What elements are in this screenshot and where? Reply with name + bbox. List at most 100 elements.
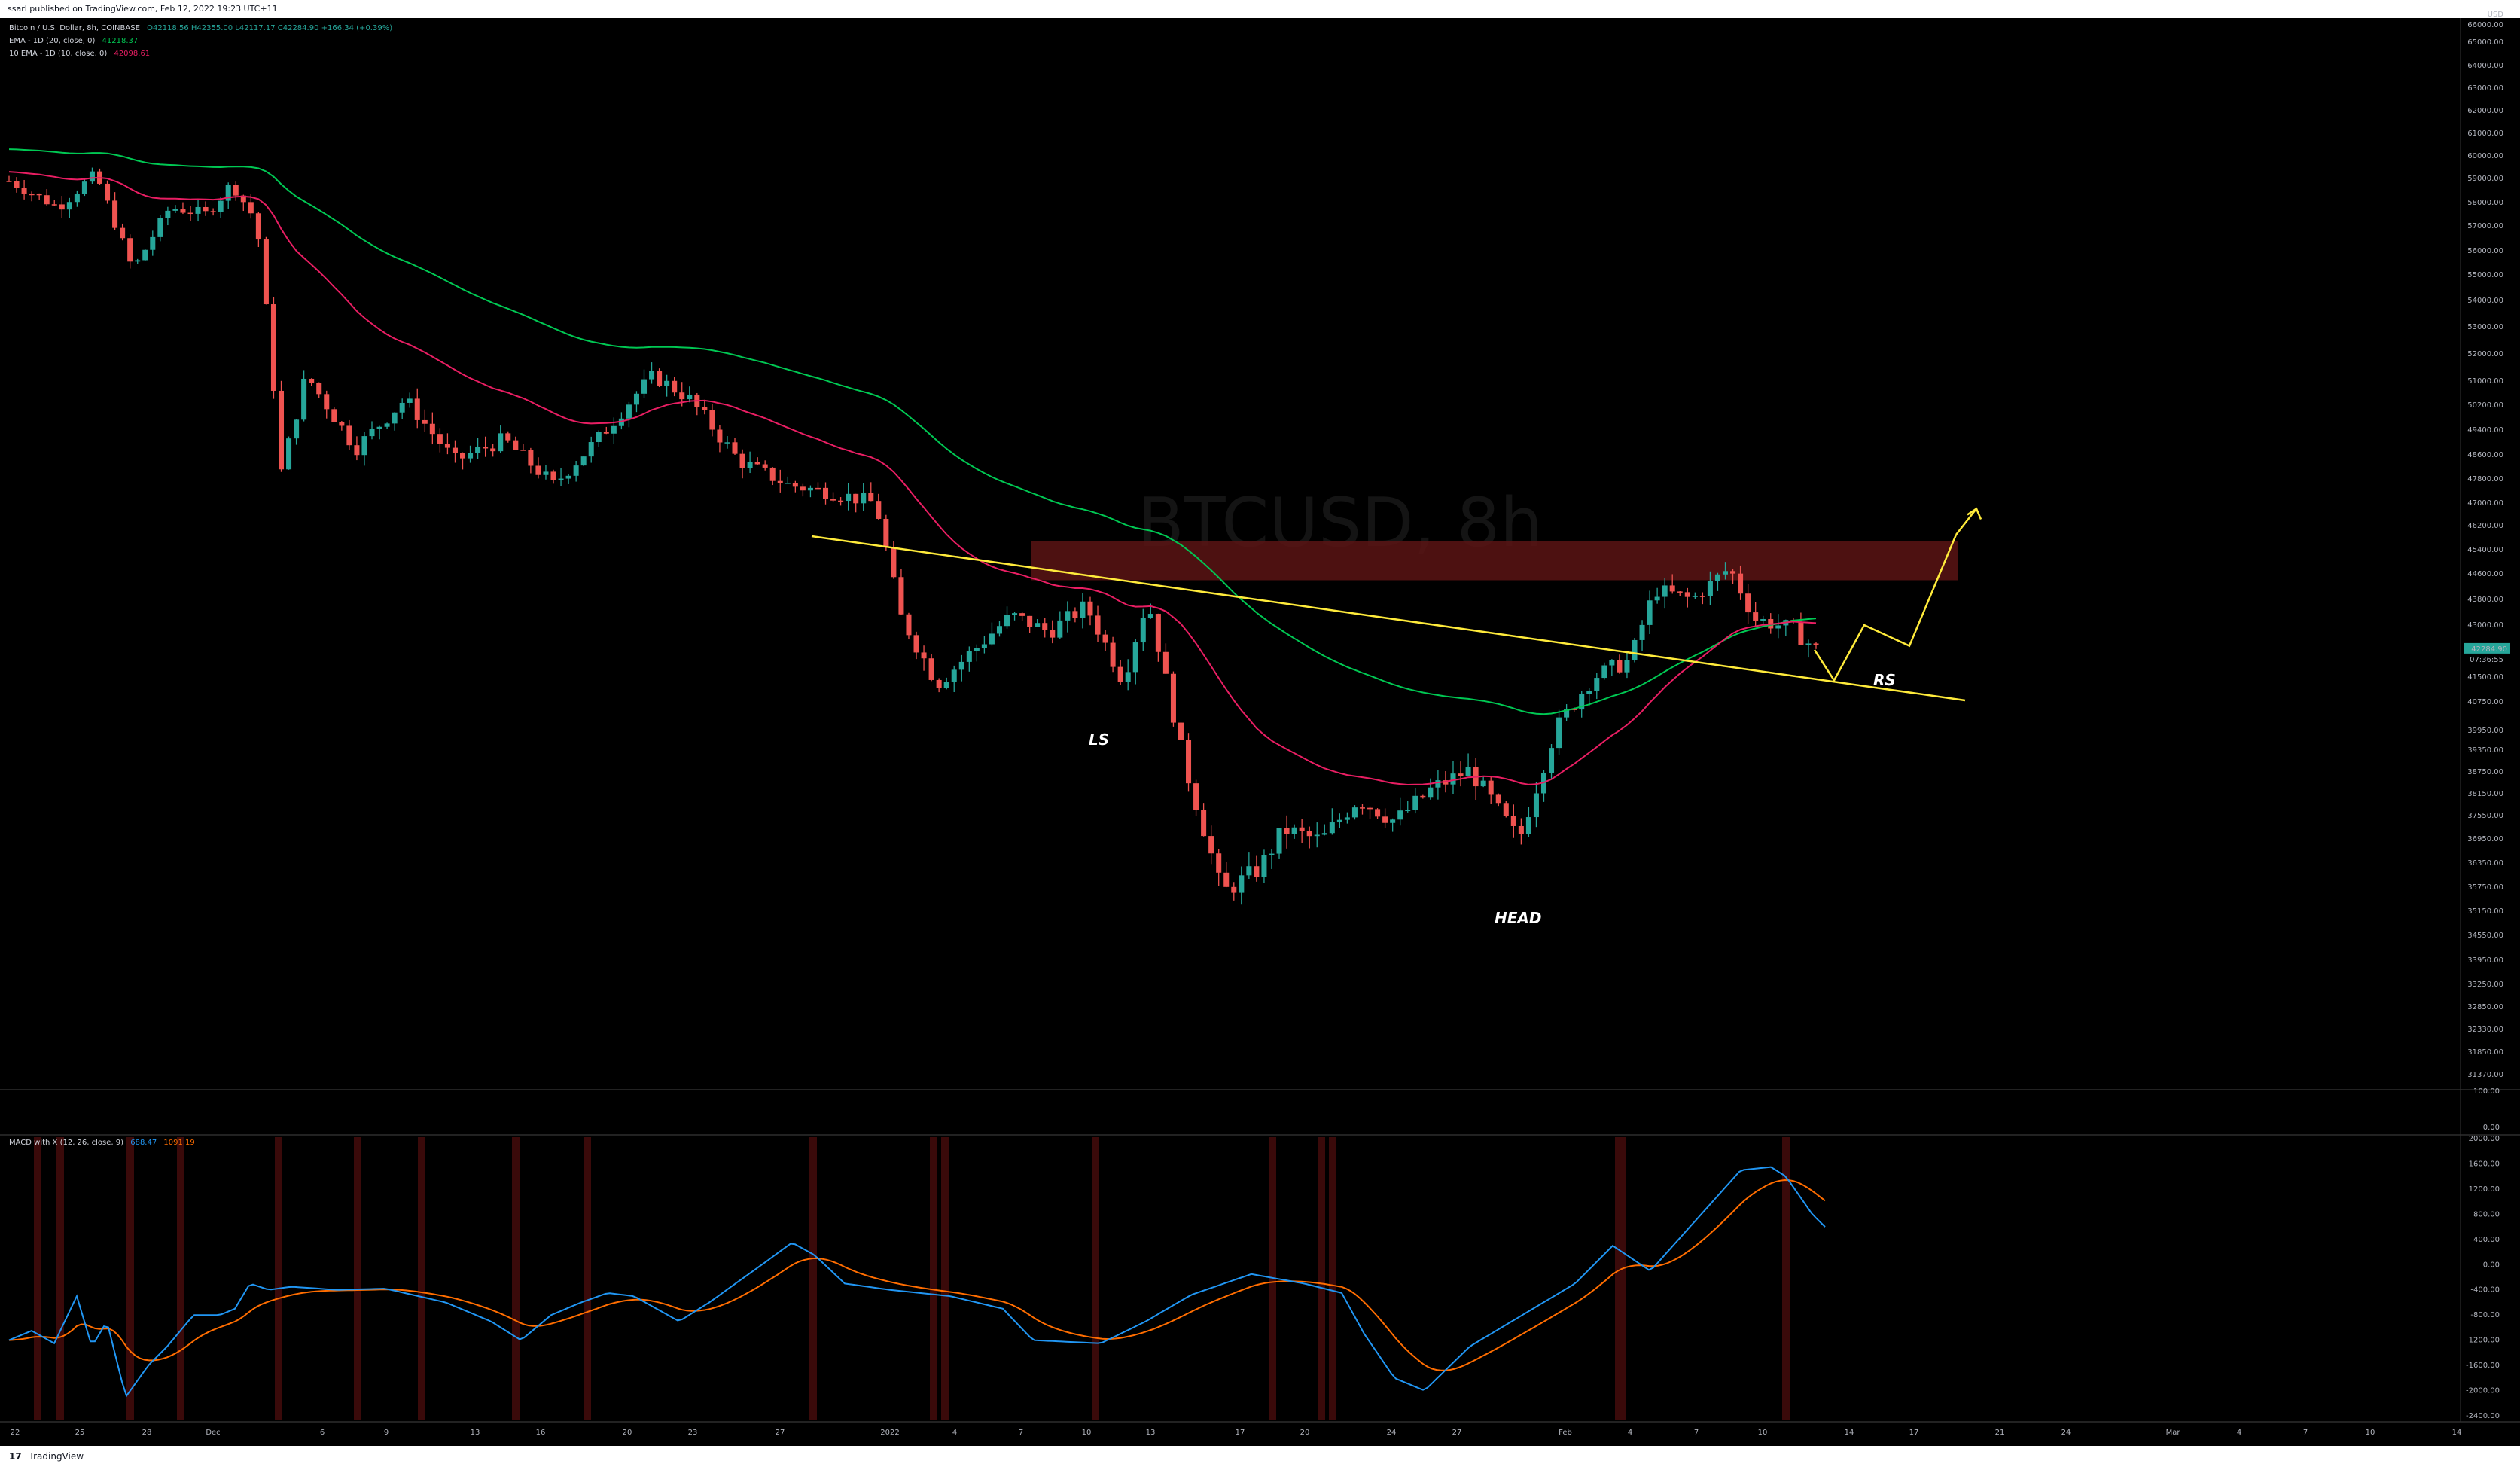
- candle-body: [74, 194, 80, 203]
- macd-legend[interactable]: MACD with X (12, 26, close, 9) 688.47 10…: [9, 1139, 200, 1147]
- currency-label: USD: [2488, 11, 2504, 19]
- price-tick-label: 31370.00: [2467, 1071, 2503, 1079]
- candle-body: [981, 644, 987, 648]
- candle-body: [641, 379, 648, 394]
- time-tick-label: 25: [75, 1429, 85, 1437]
- candle-body: [1140, 618, 1146, 643]
- macd-pane: [8, 1137, 1826, 1420]
- price-tick-label: 31850.00: [2467, 1048, 2503, 1057]
- candle-body: [679, 392, 685, 400]
- macd-histogram-band: [56, 1137, 64, 1420]
- candle-body: [6, 181, 12, 182]
- price-tick-label: 52000.00: [2467, 350, 2503, 358]
- candle-body: [724, 442, 730, 444]
- indicator-tick-label: 100.00: [2473, 1087, 2500, 1096]
- candle-body: [1087, 601, 1093, 616]
- candle-body: [1329, 822, 1335, 834]
- candle-body: [127, 238, 133, 262]
- time-tick-label: 9: [384, 1429, 389, 1437]
- candle-body: [1254, 866, 1260, 877]
- candle-body: [248, 202, 254, 214]
- candle-body: [1639, 624, 1645, 640]
- candle-body: [1306, 831, 1312, 837]
- time-tick-label: 4: [2237, 1429, 2241, 1437]
- time-tick-label: 20: [623, 1429, 632, 1437]
- price-tick-label: 32330.00: [2467, 1026, 2503, 1034]
- candle-body: [294, 419, 300, 439]
- candle-body: [1012, 613, 1018, 615]
- time-tick-label: 4: [952, 1429, 957, 1437]
- macd-tick-label: 2000.00: [2469, 1135, 2500, 1143]
- candle-body: [1269, 853, 1275, 855]
- macd-tick-label: 1600.00: [2469, 1160, 2500, 1168]
- candle-body: [120, 227, 126, 239]
- projected-path-tip: [1955, 508, 1977, 535]
- ema20-legend[interactable]: EMA - 1D (20, close, 0) 41218.37: [9, 37, 142, 45]
- price-tick-label: 46200.00: [2467, 522, 2503, 530]
- time-tick-label: 22: [11, 1429, 20, 1437]
- price-tick-label: 50200.00: [2467, 401, 2503, 410]
- candle-body: [785, 483, 791, 484]
- price-tick-label: 55000.00: [2467, 271, 2503, 279]
- drawings: [811, 507, 1982, 702]
- neckline-trendline: [811, 535, 1966, 702]
- ema10-legend[interactable]: 10 EMA - 1D (10, close, 0) 42098.61: [9, 50, 154, 58]
- candle-body: [876, 501, 882, 519]
- candle-body: [1035, 623, 1041, 627]
- ohlc-values: O42118.56 H42355.00 L42117.17 C42284.90 …: [147, 24, 393, 32]
- time-tick-label: 27: [776, 1429, 785, 1437]
- candle-body: [44, 195, 50, 205]
- candle-body: [1186, 740, 1192, 784]
- macd-tick-label: -2400.00: [2466, 1412, 2500, 1420]
- macd-value: 688.47: [130, 1139, 157, 1147]
- price-tick-label: 47800.00: [2467, 475, 2503, 483]
- candle-body: [1351, 807, 1358, 818]
- footer-brand[interactable]: TradingView: [29, 1451, 84, 1462]
- time-tick-label: 28: [142, 1429, 152, 1437]
- time-tick-label: 6: [320, 1429, 325, 1437]
- candle-body: [407, 398, 413, 403]
- head-label: HEAD: [1495, 909, 1541, 927]
- candle-body: [565, 475, 571, 479]
- candle-body: [225, 185, 231, 201]
- macd-histogram-band: [1092, 1137, 1099, 1420]
- candle-body: [1231, 886, 1237, 893]
- candle-body: [853, 493, 859, 504]
- candle-body: [513, 440, 519, 450]
- time-tick-label: 7: [1694, 1429, 1699, 1437]
- candle-body: [1420, 795, 1426, 798]
- candle-body: [558, 478, 564, 480]
- candle-body: [1397, 810, 1403, 820]
- candle-body: [263, 239, 269, 305]
- candle-body: [1155, 614, 1161, 652]
- candle-body: [1065, 611, 1071, 621]
- symbol-title[interactable]: Bitcoin / U.S. Dollar, 8h, COINBASE: [9, 24, 140, 32]
- candle-body: [331, 409, 337, 422]
- macd-histogram-band: [512, 1137, 520, 1420]
- price-tick-label: 39350.00: [2467, 746, 2503, 755]
- candle-body: [1004, 615, 1010, 627]
- candle-body: [354, 445, 360, 456]
- macd-tick-label: 400.00: [2473, 1236, 2500, 1244]
- candle-body: [270, 304, 276, 391]
- candle-body: [459, 453, 466, 459]
- axes: 66000.0065000.0064000.0063000.0062000.00…: [0, 11, 2520, 1437]
- price-tick-label: 54000.00: [2467, 297, 2503, 305]
- candle-body: [1027, 615, 1033, 627]
- price-tick-label: 58000.00: [2467, 199, 2503, 207]
- projected-path: [1813, 534, 1958, 682]
- candle-body: [218, 200, 224, 212]
- candle-body: [777, 480, 783, 483]
- candle-body: [1019, 613, 1025, 616]
- price-tick-label: 53000.00: [2467, 323, 2503, 331]
- macd-histogram-band: [126, 1137, 134, 1420]
- candle-body: [1359, 807, 1366, 809]
- candle-body: [1662, 585, 1668, 597]
- candle-body: [165, 210, 171, 218]
- price-tick-label: 65000.00: [2467, 38, 2503, 47]
- time-tick-label: 27: [1452, 1429, 1462, 1437]
- candle-body: [769, 467, 776, 481]
- candle-body: [1057, 620, 1063, 638]
- candle-body: [414, 398, 420, 420]
